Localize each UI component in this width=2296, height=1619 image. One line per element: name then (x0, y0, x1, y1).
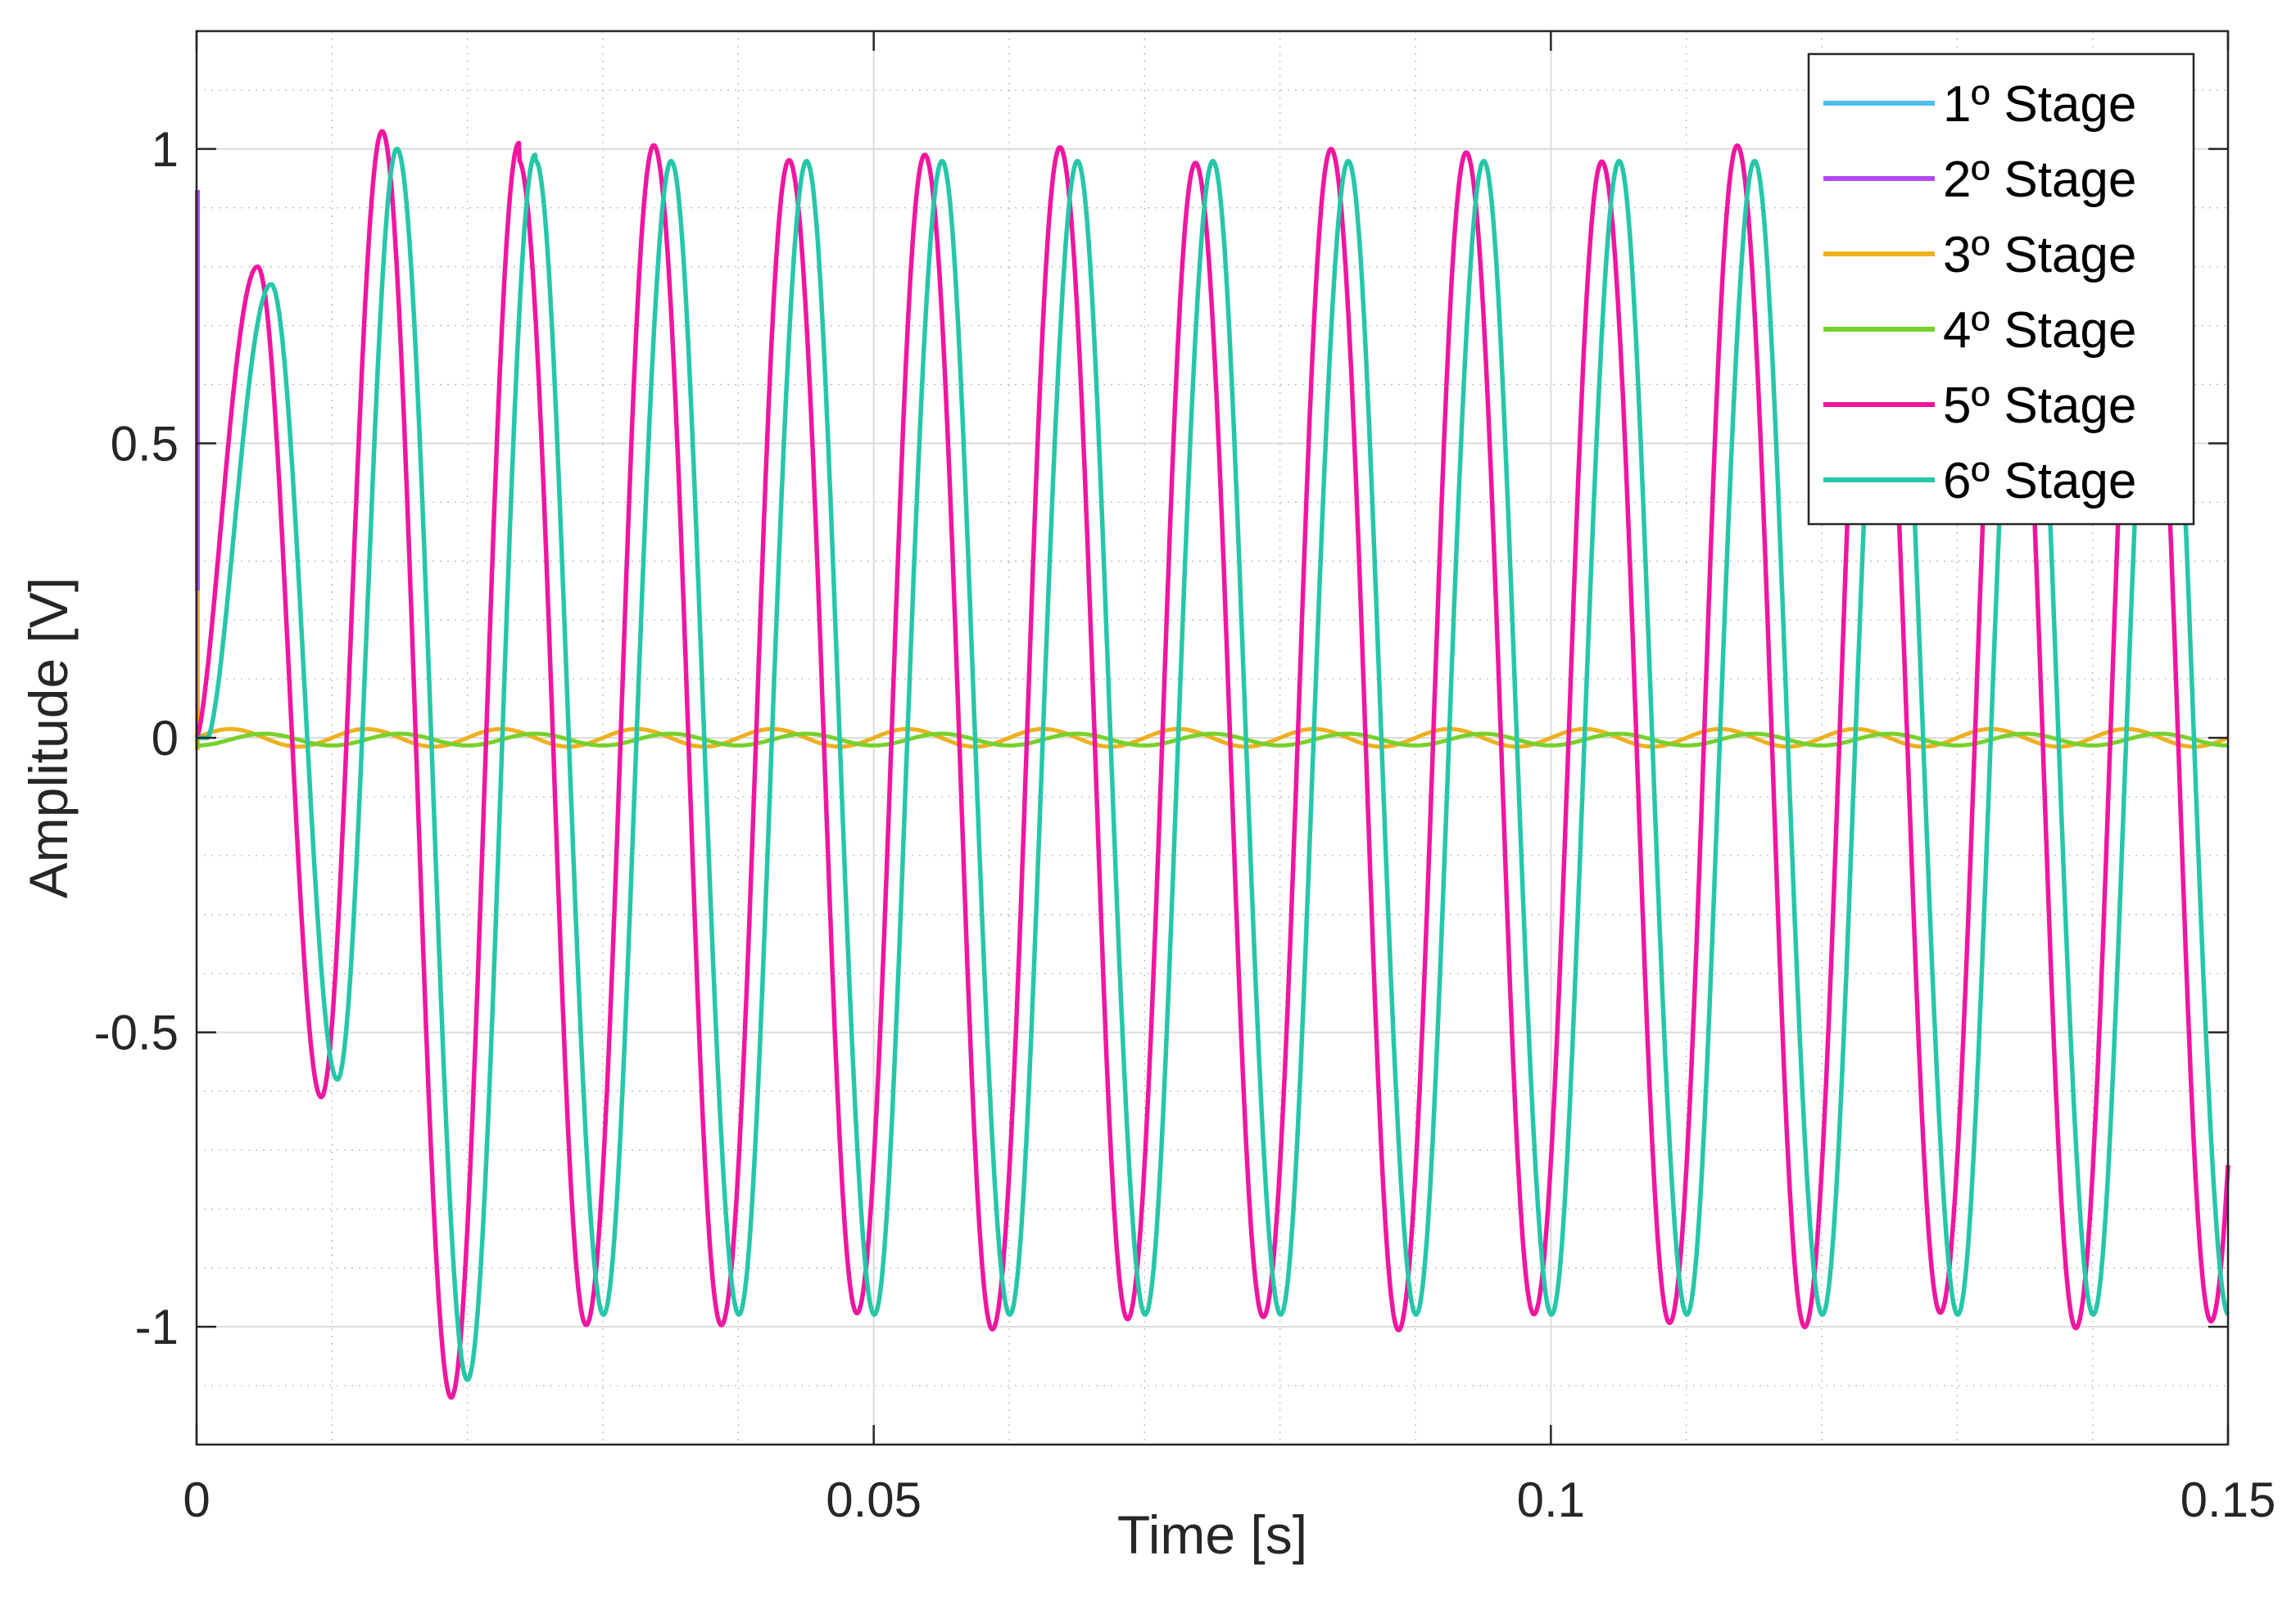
legend-label: 5º Stage (1943, 378, 2136, 434)
legend-label: 3º Stage (1943, 227, 2136, 283)
x-tick-label: 0 (183, 1472, 210, 1527)
y-tick-label: 0.5 (111, 416, 179, 471)
axis-ticks (195, 31, 2230, 1445)
x-tick-labels: 0 0.05 0.1 0.15 (183, 1472, 2276, 1527)
series-4-line (195, 731, 2230, 748)
x-tick-label: 0.05 (826, 1472, 922, 1527)
series-3-line (195, 726, 2230, 749)
legend-box (1807, 52, 2195, 526)
x-axis-label: Time [s] (1117, 1504, 1307, 1565)
y-axis-label: Amplitude [V] (18, 577, 79, 899)
y-tick-label: 1 (152, 122, 179, 177)
y-tick-labels: -1 -0.5 0 0.5 1 (94, 122, 179, 1354)
x-tick-label: 0.1 (1517, 1472, 1585, 1527)
legend-label: 4º Stage (1943, 302, 2136, 359)
legend: 1º Stage 2º Stage 3º Stage 4º Stage 5º Stage… (1807, 52, 2195, 526)
x-tick-label: 0.15 (2181, 1472, 2276, 1527)
legend-label: 6º Stage (1943, 453, 2136, 509)
y-tick-label: -0.5 (94, 1006, 179, 1060)
legend-label: 2º Stage (1943, 151, 2136, 208)
legend-label: 1º Stage (1943, 76, 2136, 133)
y-tick-label: -1 (135, 1300, 179, 1354)
y-tick-label: 0 (152, 711, 179, 766)
